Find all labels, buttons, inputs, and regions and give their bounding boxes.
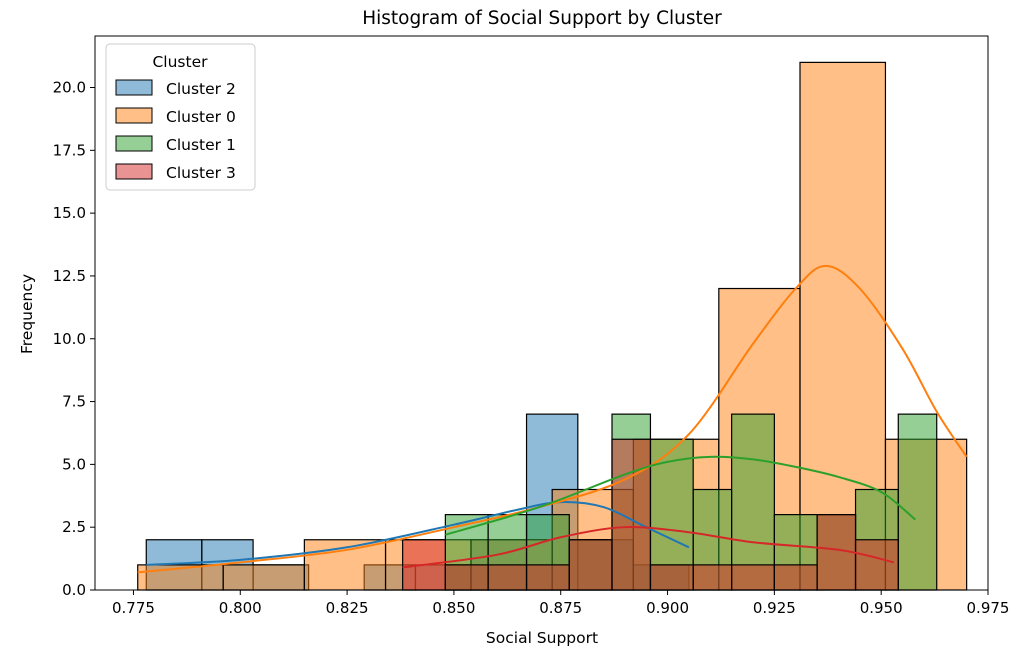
y-tick-label: 0.0 [62, 581, 86, 599]
cluster-1-kde-line [445, 455, 916, 536]
cluster-3-bar [773, 564, 818, 591]
cluster-1-bar [897, 413, 938, 591]
y-tick-label: 7.5 [62, 393, 86, 411]
x-tick-label: 0.900 [646, 599, 689, 617]
y-tick-label: 15.0 [53, 204, 86, 222]
x-tick-label: 0.825 [326, 599, 369, 617]
cluster-3-bar [568, 539, 613, 591]
cluster-0-legend-label: Cluster 0 [166, 108, 236, 126]
cluster-3-bar [487, 564, 528, 591]
cluster-3-kde-line [402, 526, 895, 569]
cluster-2-legend-swatch [115, 79, 153, 96]
x-tick-label: 0.800 [219, 599, 262, 617]
cluster-3-bar [692, 564, 733, 591]
cluster-1-bar [731, 413, 775, 591]
plot-frame [94, 35, 989, 591]
cluster-2-legend-label: Cluster 2 [166, 80, 236, 98]
cluster-0-bar [222, 564, 305, 591]
cluster-2-kde-line [146, 500, 690, 566]
cluster-3-bar [525, 564, 570, 591]
chart-title: Histogram of Social Support by Cluster [362, 8, 722, 29]
x-tick-label: 0.925 [753, 599, 796, 617]
x-tick-label: 0.875 [539, 599, 582, 617]
cluster-1-legend-label: Cluster 1 [166, 136, 236, 154]
cluster-0-legend-swatch [115, 107, 153, 124]
legend: Cluster Cluster 2 Cluster 0 Cluster 1 Clust… [105, 43, 256, 191]
y-axis-title: Frequency [18, 274, 36, 354]
y-tick-label: 10.0 [53, 330, 86, 348]
y-tick-label: 17.5 [53, 141, 86, 159]
x-tick-label: 0.950 [860, 599, 903, 617]
cluster-3-legend-swatch [115, 163, 153, 180]
legend-title: Cluster [152, 53, 208, 71]
axes: 0.775 0.800 0.825 0.850 0.875 0.900 0.925 0.950… [53, 35, 1010, 617]
x-tick-label: 0.975 [967, 599, 1010, 617]
cluster-3-bar [649, 564, 694, 591]
y-tick-label: 5.0 [62, 455, 86, 473]
cluster-3-bar [444, 564, 489, 591]
cluster-3-bar [731, 564, 775, 591]
x-tick-label: 0.850 [432, 599, 475, 617]
x-axis-title: Social Support [486, 629, 598, 647]
cluster-3-bar [854, 539, 899, 591]
plot-area [95, 36, 988, 591]
cluster-3-bars [402, 438, 899, 591]
cluster-3-legend-label: Cluster 3 [166, 164, 236, 182]
cluster-0-kde-line [137, 264, 968, 574]
x-tick-label: 0.775 [112, 599, 155, 617]
y-tick-label: 20.0 [53, 79, 86, 97]
cluster-3-bar [611, 438, 652, 591]
y-tick-label: 2.5 [62, 518, 86, 536]
y-tick-label: 12.5 [53, 267, 86, 285]
cluster-1-legend-swatch [115, 135, 153, 152]
